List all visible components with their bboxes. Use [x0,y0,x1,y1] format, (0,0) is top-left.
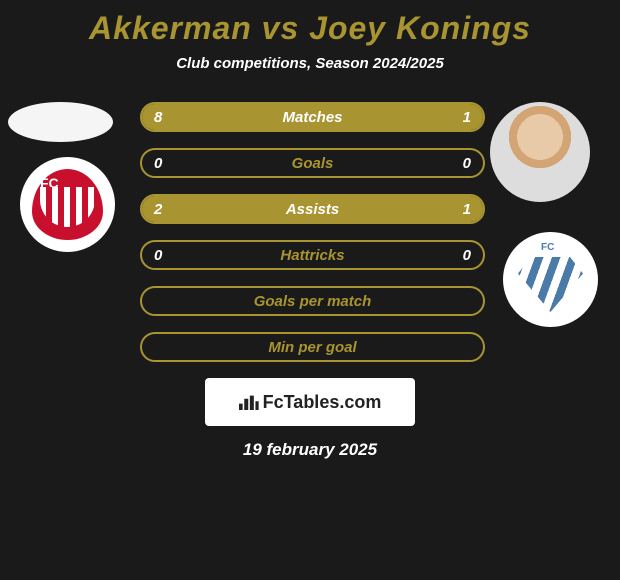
stat-label: Goals per match [142,293,483,310]
stat-label: Goals [142,155,483,172]
fctables-watermark: FcTables.com [205,378,415,426]
subtitle: Club competitions, Season 2024/2025 [0,55,620,72]
stat-label: Min per goal [142,339,483,356]
page-title: Akkerman vs Joey Konings [0,0,620,47]
stat-label: Assists [142,201,483,218]
stat-row-goals-per-match: Goals per match [140,286,485,316]
stat-row-goals: 00Goals [140,148,485,178]
club-left-logo [20,157,115,252]
stat-row-matches: 81Matches [140,102,485,132]
club-right-logo [503,232,598,327]
fctables-text: FcTables.com [263,392,382,413]
stat-row-hattricks: 00Hattricks [140,240,485,270]
stat-bars: 81Matches 00Goals 21Assists 00Hattricks Goal… [140,102,485,362]
date-text: 19 february 2025 [0,440,620,460]
player-left-photo [8,102,113,142]
stat-row-assists: 21Assists [140,194,485,224]
comparison-content: 81Matches 00Goals 21Assists 00Hattricks Goal… [0,102,620,362]
stat-row-min-per-goal: Min per goal [140,332,485,362]
stat-label: Matches [142,109,483,126]
stat-label: Hattricks [142,247,483,264]
fctables-icon [239,394,259,410]
player-right-photo [490,102,590,202]
